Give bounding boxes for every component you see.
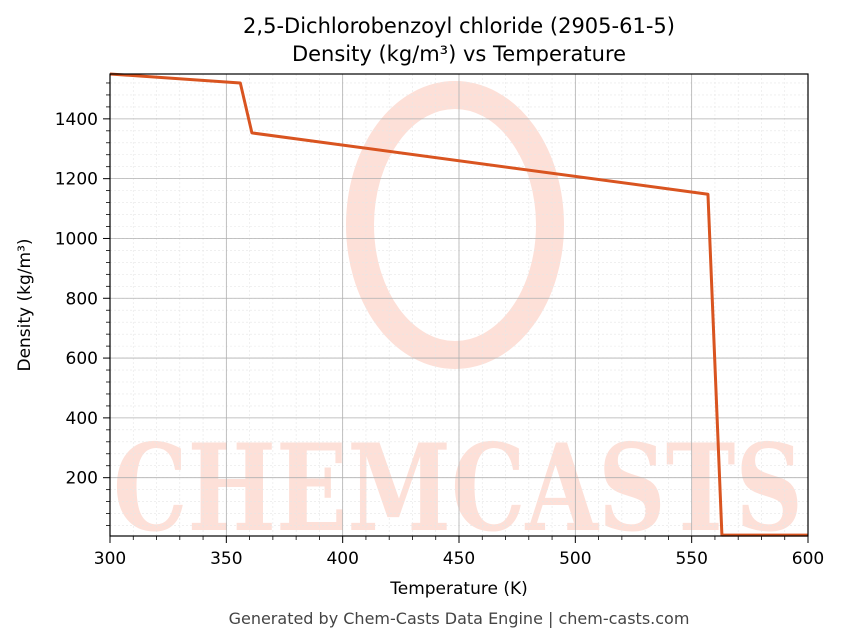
y-tick-label: 1000 bbox=[55, 229, 98, 249]
x-tick-label: 550 bbox=[675, 549, 707, 569]
y-tick-label: 400 bbox=[66, 409, 98, 429]
tick-labels: 300 350 400 450 500 550 600 200 400 600 800 1000 120… bbox=[55, 110, 824, 569]
x-tick-label: 450 bbox=[443, 549, 475, 569]
watermark-text: CHEMCASTS bbox=[113, 418, 803, 559]
x-tick-label: 500 bbox=[559, 549, 591, 569]
y-axis-label: Density (kg/m³) bbox=[15, 238, 35, 371]
plot-frame bbox=[109, 73, 809, 537]
series-layer bbox=[109, 72, 808, 537]
footer-credit: Generated by Chem-Casts Data Engine | ch… bbox=[229, 609, 690, 628]
x-tick-label: 400 bbox=[326, 549, 358, 569]
y-tick-label: 600 bbox=[66, 349, 98, 369]
major-grid bbox=[109, 74, 809, 536]
axis-ticks bbox=[103, 82, 809, 543]
x-tick-label: 600 bbox=[792, 549, 824, 569]
x-tick-label: 350 bbox=[210, 549, 242, 569]
chart-subtitle: Density (kg/m³) vs Temperature bbox=[292, 42, 626, 66]
density-series-line bbox=[109, 72, 808, 537]
y-tick-label: 1200 bbox=[55, 170, 98, 190]
y-tick-label: 800 bbox=[66, 289, 98, 309]
x-axis-label: Temperature (K) bbox=[389, 579, 528, 599]
x-tick-label: 300 bbox=[94, 549, 126, 569]
y-tick-label: 1400 bbox=[55, 110, 98, 130]
chart-title: 2,5-Dichlorobenzoyl chloride (2905-61-5) bbox=[243, 14, 675, 38]
watermark-logo-ring bbox=[346, 81, 564, 369]
y-tick-label: 200 bbox=[66, 469, 98, 489]
